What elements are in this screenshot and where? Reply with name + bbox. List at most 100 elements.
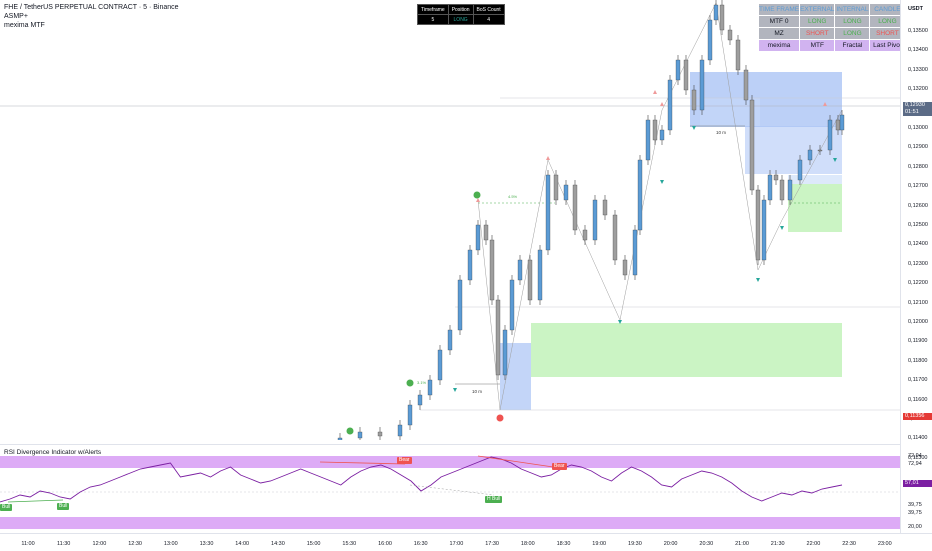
- time-axis-label: 11:00: [21, 541, 35, 547]
- candle: [537, 249, 543, 301]
- candle: [691, 89, 697, 111]
- candle: [675, 59, 681, 81]
- bullish-label-circle-1: [473, 191, 481, 199]
- candle: [397, 424, 403, 437]
- symbol-title: FHE / TetherUS PERPETUAL CONTRACT · 5 · …: [4, 4, 179, 11]
- rsi-chart[interactable]: [0, 447, 900, 533]
- rsi-bear-tag-1: Bear: [397, 457, 412, 464]
- pivot-low-marker: [756, 278, 760, 282]
- pivot-high-marker: [476, 198, 480, 202]
- demand-zone-strip: [788, 175, 842, 184]
- price-axis-label: 0,11600: [908, 396, 928, 403]
- rsi-lower-band: [0, 517, 900, 529]
- time-axis-label: 19:00: [592, 541, 607, 547]
- pane-separator[interactable]: [0, 444, 932, 445]
- tf-row1-1: LONG: [799, 15, 836, 28]
- indicator-asmp[interactable]: ASMP+: [4, 13, 28, 20]
- candle: [475, 224, 481, 251]
- candle: [719, 4, 725, 31]
- candle: [761, 199, 767, 261]
- candle: [467, 249, 473, 281]
- candle: [773, 174, 779, 181]
- candle: [502, 329, 508, 376]
- candle: [839, 114, 845, 131]
- candle: [545, 174, 551, 251]
- time-axis[interactable]: 11:00 11:30 12:00 12:30 13:00 13:30 14:00 14:30…: [0, 533, 932, 551]
- supply-zone-2: [745, 126, 842, 174]
- candle: [517, 259, 523, 281]
- price-axis-label: 0,12700: [908, 183, 928, 190]
- candle: [827, 119, 833, 151]
- tf-row3-0: mexima: [757, 39, 801, 52]
- rsi-bear-tag-2: Bear: [552, 463, 567, 470]
- candle: [417, 394, 423, 406]
- time-axis-label: 14:30: [271, 541, 285, 547]
- candle: [582, 229, 588, 241]
- candle: [755, 189, 761, 261]
- tf-header-0: TIME FRAME: [757, 3, 801, 16]
- candle: [749, 99, 755, 191]
- pivot-low-marker: [833, 158, 837, 162]
- price-axis-label: 0,12100: [908, 299, 928, 306]
- ten-m-label-2: 10 m: [716, 130, 726, 135]
- zigzag-line: [477, 2, 843, 411]
- bear-div-line-1: [319, 461, 406, 465]
- candle: [779, 179, 785, 201]
- candle: [483, 224, 489, 241]
- time-axis-label: 15:00: [306, 541, 321, 547]
- countdown-tag: 01:51: [903, 109, 932, 116]
- candle: [407, 404, 413, 426]
- time-axis-label: 21:30: [770, 541, 785, 547]
- tf-row1-0: MTF 0: [757, 15, 801, 28]
- candle: [743, 69, 749, 101]
- bear-div-line-2: [477, 455, 561, 469]
- price-axis-label: 0,11700: [908, 377, 928, 384]
- candle: [699, 59, 705, 111]
- candle: [667, 79, 673, 131]
- pivot-low-marker: [692, 126, 696, 130]
- time-axis-label: 12:00: [92, 541, 107, 547]
- candle: [489, 239, 495, 301]
- candle: [727, 29, 733, 41]
- rsi-panel-title[interactable]: RSI Divergence Indicator w/Alerts: [4, 449, 102, 456]
- demand-zone-top: [788, 184, 842, 232]
- small-percent-2: 3.1%: [417, 380, 427, 385]
- time-axis-label: 17:00: [449, 541, 464, 547]
- indicator-mexima[interactable]: mexima MTF: [4, 22, 45, 29]
- time-axis-label: 11:30: [57, 541, 71, 547]
- low-price-tag: 0,11356: [903, 413, 932, 420]
- bull-div-line: [7, 499, 64, 503]
- price-axis-label: 0,13500: [908, 28, 928, 34]
- rsi-axis-label-5: 39,75: [908, 510, 922, 516]
- mini-value-timeframe: 5: [417, 14, 449, 25]
- price-axis-label: 0,13400: [908, 47, 928, 54]
- time-axis-label: 23:00: [877, 541, 892, 547]
- bullish-label-circle-3: [346, 427, 354, 435]
- tf-row3-1: MTF: [799, 39, 836, 52]
- candle: [495, 299, 501, 376]
- small-percent-1: 4.5%: [508, 194, 518, 199]
- candle: [632, 229, 638, 276]
- candle: [735, 39, 741, 71]
- time-axis-label: 13:30: [199, 541, 214, 547]
- main-price-chart[interactable]: 10 m 10 m 4.5% 3.1%: [0, 0, 900, 440]
- candle: [553, 174, 559, 201]
- zigzag-lines: [477, 2, 843, 411]
- currency-label: USDT: [908, 6, 923, 12]
- candles-group: [337, 0, 845, 440]
- candle: [659, 129, 665, 141]
- candle: [592, 199, 598, 241]
- candle: [707, 19, 713, 61]
- tf-header-1: EXTERNAL: [799, 3, 836, 16]
- rsi-bull-tag-2: Bull: [57, 503, 70, 510]
- price-axis-label: 0,12500: [908, 222, 928, 228]
- mini-header-timeframe: Timeframe: [417, 4, 449, 15]
- price-axis-label: 0,12800: [908, 163, 928, 170]
- price-axis-label: 0,12900: [908, 144, 928, 151]
- candle: [572, 184, 578, 231]
- tf-row2-2: LONG: [834, 27, 871, 40]
- price-axis[interactable]: USDT 0,135000,134000,133000,132000,13100…: [900, 0, 932, 533]
- rsi-axis-label-4: 39,75: [908, 502, 922, 508]
- tf-header-2: INTERNAL: [834, 3, 871, 16]
- price-axis-label: 0,11800: [908, 357, 928, 364]
